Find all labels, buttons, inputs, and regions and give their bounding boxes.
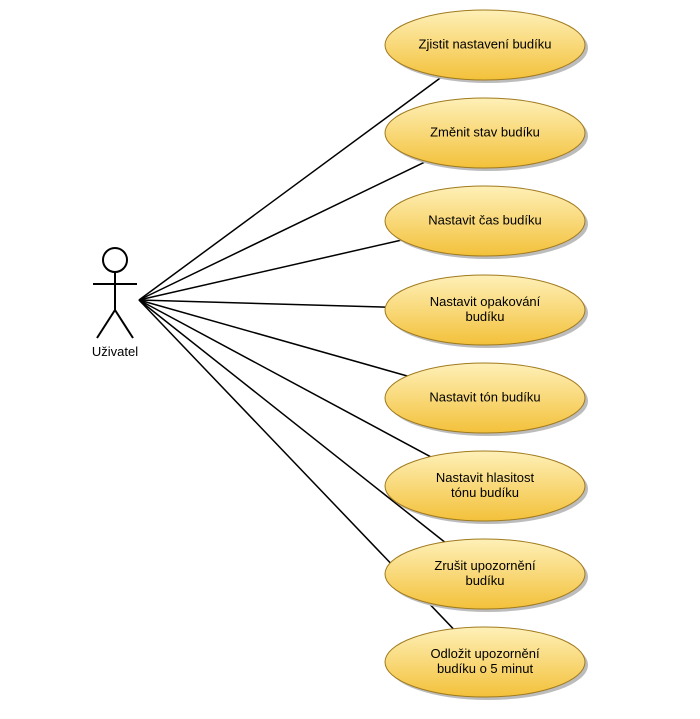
usecase-label: Nastavit hlasitost (436, 470, 535, 485)
connector (139, 300, 430, 457)
usecase-uc4: Nastavit opakováníbudíku (385, 275, 588, 348)
usecase-uc6: Nastavit hlasitosttónu budíku (385, 451, 588, 524)
connector (139, 300, 385, 307)
usecase-label: budíku (465, 573, 504, 588)
connector (139, 300, 445, 542)
connector (139, 240, 401, 300)
usecase-label: Nastavit čas budíku (428, 212, 541, 227)
actor-layer: Uživatel (92, 248, 138, 359)
usecase-label: Zrušit upozornění (434, 558, 536, 573)
usecase-label: Nastavit tón budíku (429, 389, 540, 404)
usecase-uc1: Zjistit nastavení budíku (385, 10, 588, 83)
usecase-label: budíku o 5 minut (437, 661, 534, 676)
usecase-uc7: Zrušit upozorněníbudíku (385, 539, 588, 612)
connector (139, 300, 407, 376)
usecase-label: Nastavit opakování (430, 294, 541, 309)
usecase-label: tónu budíku (451, 485, 519, 500)
connector (139, 161, 426, 300)
usecase-label: budíku (465, 309, 504, 324)
usecase-uc3: Nastavit čas budíku (385, 186, 588, 259)
usecase-label: Odložit upozornění (430, 646, 540, 661)
connectors-layer (139, 77, 453, 629)
usecase-uc5: Nastavit tón budíku (385, 363, 588, 436)
actor: Uživatel (92, 248, 138, 359)
connector (139, 77, 442, 300)
usecase-label: Zjistit nastavení budíku (419, 36, 552, 51)
usecase-label: Změnit stav budíku (430, 124, 540, 139)
actor-label: Uživatel (92, 344, 138, 359)
usecases-layer: Zjistit nastavení budíku Změnit stav budí… (385, 10, 588, 700)
usecase-uc2: Změnit stav budíku (385, 98, 588, 171)
usecase-uc8: Odložit upozorněníbudíku o 5 minut (385, 627, 588, 700)
